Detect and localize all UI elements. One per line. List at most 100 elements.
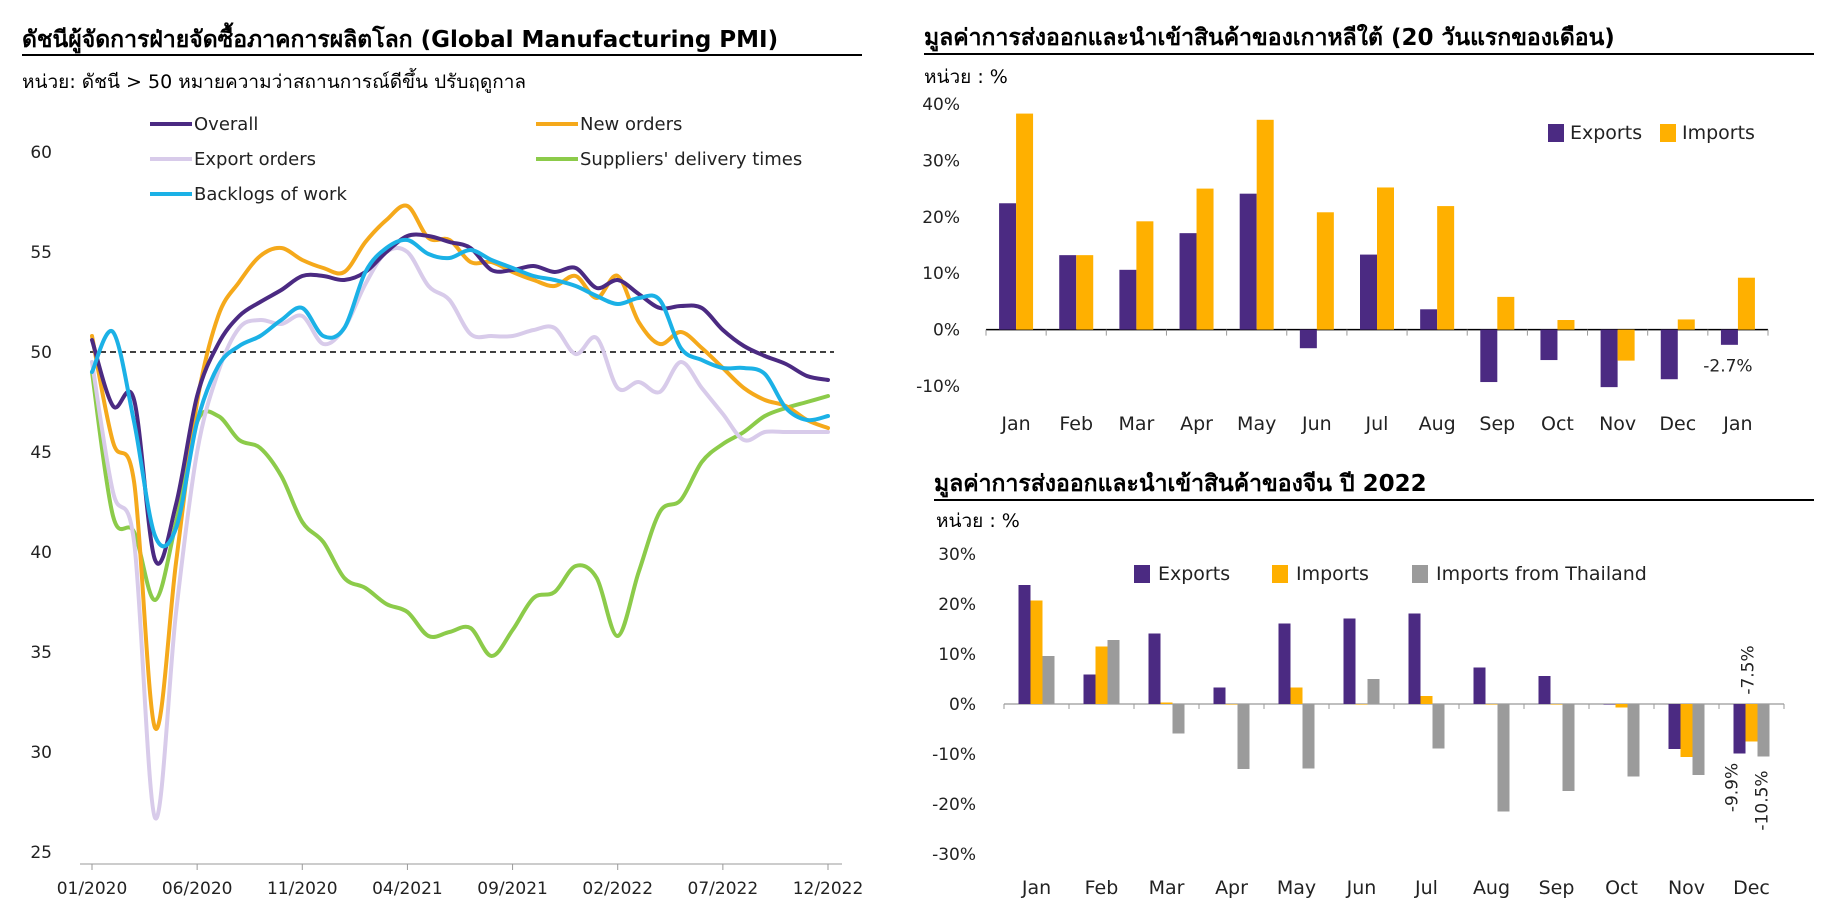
china-bar-exports [1278, 623, 1291, 704]
pmi-series-line-export-orders [90, 245, 830, 821]
china-category-label: Jul [1414, 877, 1438, 899]
korea-category-label: Sep [1479, 413, 1515, 435]
china-y-tick-label: -20% [932, 795, 976, 815]
china-bar-exports [1668, 704, 1681, 749]
china-legend-label: Imports [1296, 563, 1369, 585]
china-legend-swatch [1272, 565, 1288, 583]
china-bar-imports-thailand [1562, 704, 1575, 791]
china-bar-imports-thailand [1432, 704, 1445, 749]
china-legend-label: Imports from Thailand [1436, 563, 1647, 585]
china-legend-swatch [1134, 565, 1150, 583]
china-bar-imports [1550, 704, 1563, 705]
china-bar-imports [1225, 704, 1238, 705]
pmi-x-tick-label: 09/2021 [477, 879, 548, 899]
korea-annotation: -2.7% [1703, 356, 1752, 376]
china-y-tick-label: 20% [938, 595, 976, 615]
korea-category-label: Jan [1722, 413, 1752, 435]
korea-category-label: Jun [1301, 413, 1332, 435]
korea-bar-imports [1196, 188, 1214, 330]
china-bar-exports [1083, 674, 1096, 704]
china-bar-exports [1213, 687, 1226, 704]
korea-category-label: Dec [1659, 413, 1696, 435]
korea-bar-exports [1600, 329, 1618, 388]
china-category-label: Jan [1021, 877, 1051, 899]
korea-category-label: Mar [1118, 413, 1154, 435]
china-unit-note: หน่วย : % [936, 510, 1020, 532]
china-y-tick-label: 30% [938, 545, 976, 565]
pmi-x-tick-label: 04/2021 [372, 879, 443, 899]
china-bar-imports [1615, 704, 1628, 708]
korea-y-tick-label: 10% [922, 264, 960, 284]
china-bar-imports-thailand [1172, 704, 1185, 734]
pmi-series-line-backlogs [90, 237, 830, 549]
china-category-label: Jun [1346, 877, 1377, 899]
china-bar-imports-thailand [1367, 679, 1380, 704]
pmi-y-tick-label: 35 [30, 643, 52, 663]
korea-bar-exports [1179, 233, 1197, 330]
korea-category-label: Jan [1000, 413, 1030, 435]
pmi-y-tick-label: 45 [30, 443, 52, 463]
china-bar-imports [1030, 600, 1043, 704]
china-bar-imports-thailand [1497, 704, 1510, 812]
china-annotation: -7.5% [1739, 645, 1759, 694]
china-y-tick-label: -10% [932, 745, 976, 765]
korea-bar-exports [1480, 329, 1498, 383]
china-category-label: Feb [1085, 877, 1119, 899]
korea-category-label: Apr [1180, 413, 1213, 435]
korea-bar-imports [1316, 212, 1334, 330]
china-bar-imports [1485, 704, 1498, 705]
pmi-y-tick-label: 25 [30, 843, 52, 863]
korea-legend-swatch [1660, 124, 1676, 142]
pmi-legend-label: Overall [194, 114, 258, 135]
korea-bar-imports [1437, 206, 1455, 330]
pmi-y-tick-label: 30 [30, 743, 52, 763]
china-bar-exports [1408, 613, 1421, 704]
china-annotation: -9.9% [1723, 763, 1743, 812]
china-bar-exports [1018, 585, 1031, 704]
china-category-label: May [1277, 877, 1316, 899]
korea-legend-swatch [1548, 124, 1564, 142]
korea-bar-exports [1239, 193, 1257, 330]
pmi-y-tick-label: 55 [30, 243, 52, 263]
korea-bar-exports [1420, 309, 1438, 330]
korea-category-label: Nov [1599, 413, 1636, 435]
china-annotation: -10.5% [1753, 770, 1773, 830]
pmi-x-tick-label: 11/2020 [267, 879, 338, 899]
korea-bar-imports [1737, 277, 1755, 330]
korea-bar-imports [1677, 319, 1695, 330]
china-y-tick-label: 10% [938, 645, 976, 665]
pmi-x-tick-label: 02/2022 [582, 879, 653, 899]
pmi-legend-label: Backlogs of work [194, 184, 347, 205]
korea-unit-note: หน่วย : % [924, 66, 1008, 88]
pmi-title: ดัชนีผู้จัดการฝ่ายจัดซื้อภาคการผลิตโลก (… [22, 27, 779, 53]
china-bar-imports [1420, 696, 1433, 704]
korea-y-tick-label: -10% [916, 377, 960, 397]
korea-category-label: Feb [1059, 413, 1093, 435]
korea-bar-exports [1360, 254, 1377, 330]
pmi-y-tick-label: 40 [30, 543, 52, 563]
korea-legend-label: Imports [1682, 122, 1755, 144]
china-category-label: Sep [1539, 877, 1575, 899]
pmi-y-tick-label: 50 [30, 343, 52, 363]
korea-y-tick-label: 20% [922, 208, 960, 228]
korea-legend-label: Exports [1570, 122, 1642, 144]
korea-bar-imports [1016, 113, 1034, 330]
china-bar-exports [1538, 676, 1551, 704]
korea-bar-exports [1720, 329, 1738, 345]
china-category-label: Apr [1215, 877, 1248, 899]
china-category-label: Dec [1733, 877, 1770, 899]
china-bar-exports [1473, 667, 1486, 704]
china-bar-imports-thailand [1237, 704, 1250, 769]
korea-title: มูลค่าการส่งออกและนำเข้าสินค้าของเกาหลีใ… [924, 25, 1615, 51]
korea-category-label: Aug [1419, 413, 1456, 435]
china-bar-exports [1603, 704, 1616, 705]
pmi-title-rule [22, 54, 862, 56]
korea-bar-exports [999, 203, 1017, 330]
china-bar-imports-thailand [1627, 704, 1640, 777]
pmi-legend-label: New orders [580, 114, 682, 135]
pmi-x-tick-label: 01/2020 [57, 879, 128, 899]
china-bar-imports [1160, 702, 1173, 704]
